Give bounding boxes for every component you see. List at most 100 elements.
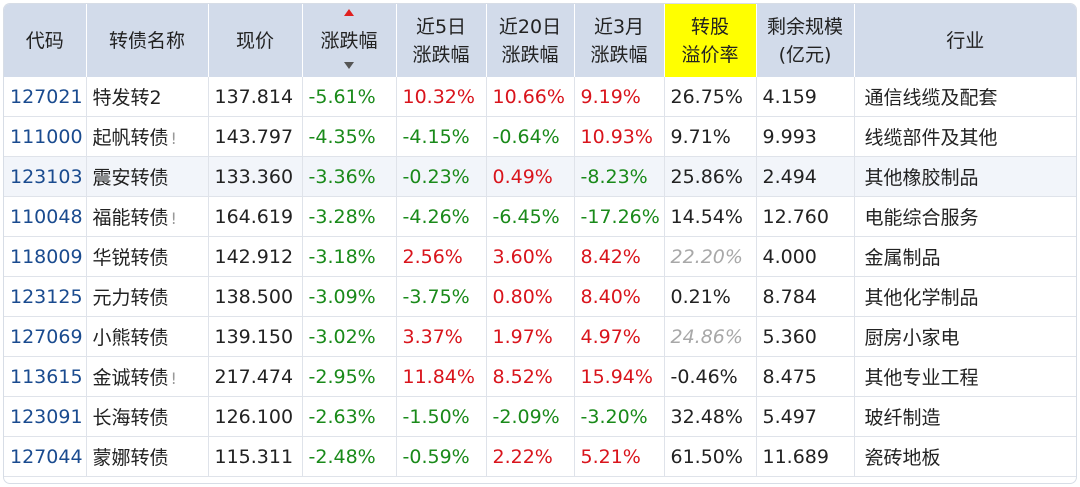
column-header-code[interactable]: 代码 xyxy=(4,4,87,77)
change-3m-pct-text: -8.23% xyxy=(580,165,648,188)
change-20d-pct: -6.45% xyxy=(486,196,575,237)
bond-name-text: 震安转债 xyxy=(92,167,169,189)
change-5d-pct-text: 11.84% xyxy=(402,365,475,388)
column-header-premium[interactable]: 转股 溢价率 xyxy=(664,4,757,77)
bond-code[interactable]: 127069 xyxy=(4,316,87,357)
table-row[interactable]: 110048 福能转债! 164.619 -3.28% -4.26% -6.45% -17.… xyxy=(4,196,1076,237)
bond-name[interactable]: 金诚转债! xyxy=(86,356,209,397)
table-row[interactable]: 127044 蒙娜转债 115.311 -2.48% -0.59% 2.22% 5.21% 6… xyxy=(4,436,1076,477)
table-row[interactable]: 111000 起帆转债! 143.797 -4.35% -4.15% -0.64% 10.9… xyxy=(4,116,1076,157)
bond-name[interactable]: 起帆转债! xyxy=(86,116,209,157)
bond-code[interactable]: 113615 xyxy=(4,356,87,397)
change-20d-pct-text: 2.22% xyxy=(492,445,553,468)
column-header-change-5d[interactable]: 近5日 涨跌幅 xyxy=(396,4,487,77)
bond-name[interactable]: 福能转债! xyxy=(86,196,209,237)
industry: 电能综合服务 xyxy=(854,196,1076,237)
bond-name[interactable]: 华锐转债 xyxy=(86,236,209,277)
header-line: 近20日 xyxy=(498,15,562,38)
change-20d-pct-text: -6.45% xyxy=(492,205,560,228)
change-20d-pct-text: 8.52% xyxy=(492,365,553,388)
conversion-premium: -0.46% xyxy=(664,356,757,397)
table-row[interactable]: 127069 小熊转债 139.150 -3.02% 3.37% 1.97% 4.97% 24… xyxy=(4,316,1076,357)
bond-code[interactable]: 111000 xyxy=(4,116,87,157)
column-header-remaining-scale[interactable]: 剩余规模 (亿元) xyxy=(756,4,855,77)
conversion-premium-text: -0.46% xyxy=(670,365,738,388)
bond-price-text: 139.150 xyxy=(214,325,294,348)
change-3m-pct: 8.42% xyxy=(574,236,665,277)
change-5d-pct-text: 10.32% xyxy=(402,85,475,108)
bond-name-text: 元力转债 xyxy=(92,287,169,309)
sort-descending-icon[interactable] xyxy=(344,62,354,69)
header-line: 溢价率 xyxy=(681,43,739,66)
change-3m-pct: 8.40% xyxy=(574,276,665,317)
change-3m-pct: -3.20% xyxy=(574,396,665,437)
warning-flag-icon: ! xyxy=(170,369,177,388)
bond-code[interactable]: 127021 xyxy=(4,77,87,117)
table-row[interactable]: 118009 华锐转债 142.912 -3.18% 2.56% 3.60% 8.42% 22… xyxy=(4,236,1076,277)
bond-code[interactable]: 118009 xyxy=(4,236,87,277)
change-3m-pct: -8.23% xyxy=(574,156,665,197)
change-20d-pct: 0.49% xyxy=(486,156,575,197)
remaining-scale: 9.993 xyxy=(756,116,855,157)
change-3m-pct-text: 4.97% xyxy=(580,325,641,348)
bond-price-text: 138.500 xyxy=(214,285,294,308)
remaining-scale: 4.159 xyxy=(756,77,855,117)
bond-name[interactable]: 蒙娜转债 xyxy=(86,436,209,477)
bond-code[interactable]: 123125 xyxy=(4,276,87,317)
change-3m-pct-text: 10.93% xyxy=(580,125,653,148)
change-5d-pct-text: -4.26% xyxy=(402,205,470,228)
bond-price: 143.797 xyxy=(208,116,303,157)
change-20d-pct-text: 10.66% xyxy=(492,85,565,108)
column-header-price[interactable]: 现价 xyxy=(208,4,303,77)
bond-code[interactable]: 123091 xyxy=(4,396,87,437)
bond-code[interactable]: 110048 xyxy=(4,196,87,237)
change-3m-pct: 5.21% xyxy=(574,436,665,477)
bond-name[interactable]: 震安转债 xyxy=(86,156,209,197)
warning-flag-icon: ! xyxy=(170,129,177,148)
bond-code-text: 123125 xyxy=(10,285,83,308)
table-row[interactable]: 113615 金诚转债! 217.474 -2.95% 11.84% 8.52% 15.94… xyxy=(4,356,1076,397)
change-5d-pct-text: -3.75% xyxy=(402,285,470,308)
change-pct-text: -3.18% xyxy=(308,245,376,268)
bond-code[interactable]: 123103 xyxy=(4,156,87,197)
change-3m-pct-text: 8.42% xyxy=(580,245,641,268)
table-row[interactable]: 123103 震安转债 133.360 -3.36% -0.23% 0.49% -8.23%… xyxy=(4,156,1076,197)
column-header-change-20d[interactable]: 近20日 涨跌幅 xyxy=(486,4,575,77)
table-row[interactable]: 123091 长海转债 126.100 -2.63% -1.50% -2.09% -3.20… xyxy=(4,396,1076,437)
bond-name[interactable]: 特发转2 xyxy=(86,77,209,117)
sort-ascending-icon[interactable] xyxy=(344,9,354,16)
bond-price-text: 142.912 xyxy=(214,245,294,268)
table-row[interactable]: 127021 特发转2 137.814 -5.61% 10.32% 10.66% 9.19%… xyxy=(4,77,1076,117)
industry: 玻纤制造 xyxy=(854,396,1076,437)
column-header-name[interactable]: 转债名称 xyxy=(86,4,209,77)
remaining-scale-text: 2.494 xyxy=(762,165,817,188)
column-header-change-3m[interactable]: 近3月 涨跌幅 xyxy=(574,4,665,77)
bond-code-text: 127069 xyxy=(10,325,83,348)
change-20d-pct: 8.52% xyxy=(486,356,575,397)
remaining-scale: 5.360 xyxy=(756,316,855,357)
remaining-scale-text: 9.993 xyxy=(762,125,817,148)
bond-name[interactable]: 元力转债 xyxy=(86,276,209,317)
bond-name[interactable]: 小熊转债 xyxy=(86,316,209,357)
column-header-change[interactable]: 涨跌幅 xyxy=(302,4,397,77)
table-row[interactable]: 123125 元力转债 138.500 -3.09% -3.75% 0.80% 8.40% 0… xyxy=(4,276,1076,317)
remaining-scale: 8.784 xyxy=(756,276,855,317)
bond-name-text: 特发转2 xyxy=(92,87,162,109)
change-20d-pct: 1.97% xyxy=(486,316,575,357)
bond-code[interactable]: 127044 xyxy=(4,436,87,477)
bond-name[interactable]: 长海转债 xyxy=(86,396,209,437)
industry-text: 瓷砖地板 xyxy=(864,447,941,469)
change-pct-text: -3.09% xyxy=(308,285,376,308)
industry: 其他专业工程 xyxy=(854,356,1076,397)
conversion-premium-text: 0.21% xyxy=(670,285,731,308)
change-5d-pct-text: 3.37% xyxy=(402,325,463,348)
industry: 线缆部件及其他 xyxy=(854,116,1076,157)
change-20d-pct: -2.09% xyxy=(486,396,575,437)
change-pct: -5.61% xyxy=(302,77,397,117)
industry-text: 其他专业工程 xyxy=(864,367,979,389)
column-header-industry[interactable]: 行业 xyxy=(854,4,1076,77)
bond-price: 139.150 xyxy=(208,316,303,357)
change-20d-pct: 10.66% xyxy=(486,77,575,117)
conversion-premium-text: 25.86% xyxy=(670,165,743,188)
change-pct: -2.95% xyxy=(302,356,397,397)
